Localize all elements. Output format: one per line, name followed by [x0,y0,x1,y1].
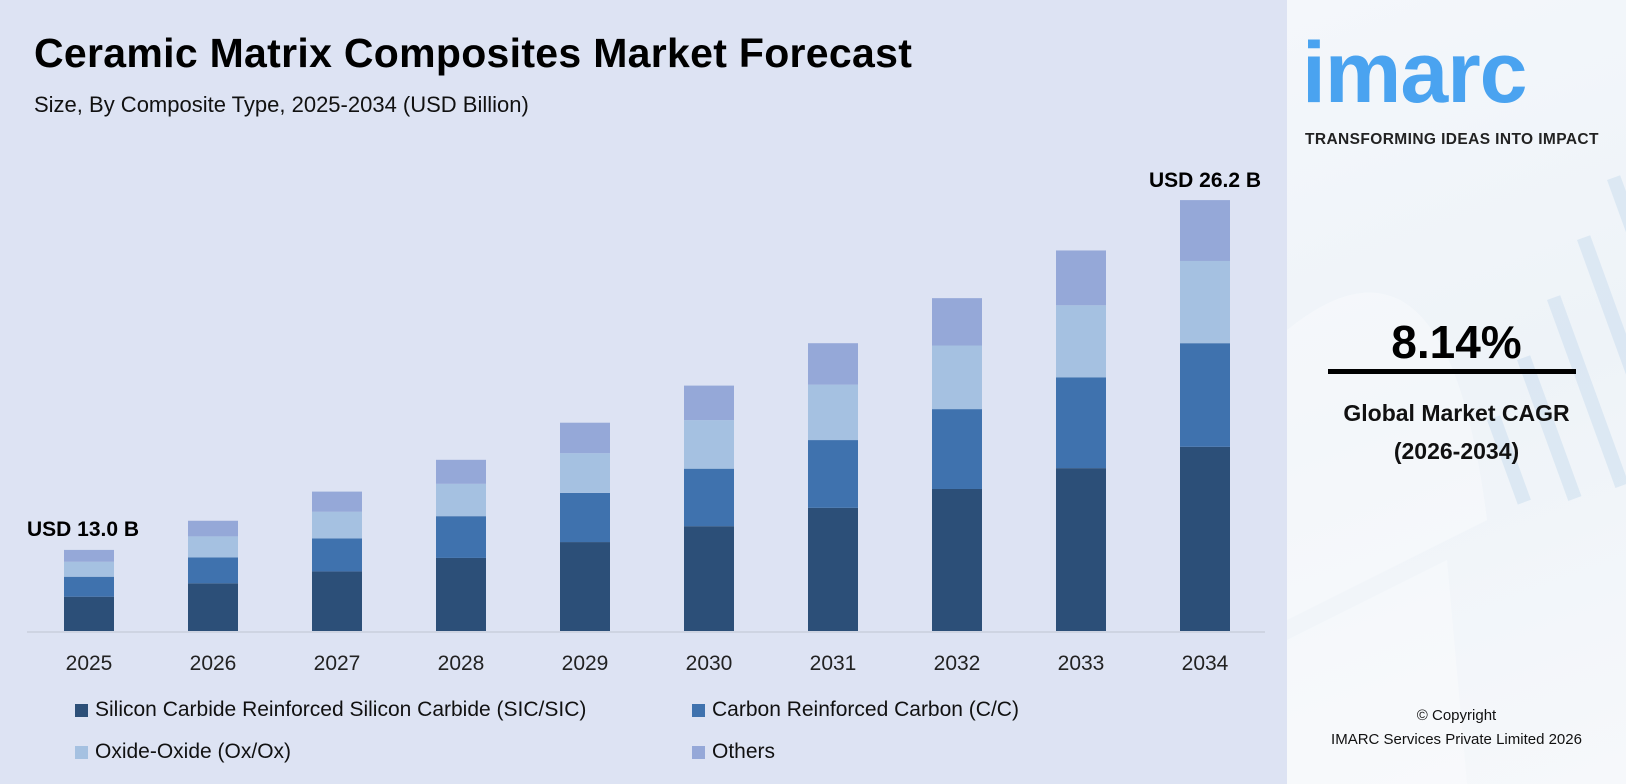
bar-segment-2033-2 [1056,305,1106,378]
bar-segment-2034-3 [1180,200,1230,261]
bar-segment-2025-2 [64,561,114,577]
bar-segment-2034-0 [1180,446,1230,631]
bar-segment-2030-2 [684,420,734,469]
stacked-bar-chart: 2025 2026 2027 2028 2029 2030 2031 2032 2033 2034… [27,169,1265,675]
bar-segment-2029-2 [560,453,610,493]
bar-segment-2025-1 [64,576,114,597]
bar-segment-2032-2 [932,345,982,410]
cagr-label-block: Global Market CAGR (2026-2034) [1287,394,1626,470]
legend-swatch [75,745,88,759]
cagr-value: 8.14% [1391,316,1522,368]
x-tick-label: 2028 [438,652,485,675]
legend-label: Oxide-Oxide (Ox/Ox) [95,740,292,763]
bar-segment-2031-1 [808,440,858,508]
bar-segment-2033-0 [1056,468,1106,631]
logo-tagline: TRANSFORMING IDEAS INTO IMPACT [1305,131,1599,148]
bar-segment-2031-0 [808,507,858,631]
bar-segment-2027-3 [312,491,362,512]
bar-segment-2030-0 [684,526,734,631]
bar-segment-2027-1 [312,538,362,572]
bar-segment-2028-0 [436,557,486,631]
bar-segment-2028-1 [436,516,486,558]
chart-title: Ceramic Matrix Composites Market Forecas… [34,30,913,76]
legend-label: Silicon Carbide Reinforced Silicon Carbi… [95,698,587,721]
x-tick-label: 2026 [190,652,237,675]
imarc-logo: imarc [1302,25,1527,121]
legend-item-cc: Carbon Reinforced Carbon (C/C) [692,698,1019,722]
legend-swatch [692,745,705,759]
bar-segment-2027-2 [312,511,362,539]
legend-label: Carbon Reinforced Carbon (C/C) [712,698,1019,721]
bar-segment-2031-3 [808,343,858,385]
bar-segment-2032-0 [932,488,982,631]
x-tick-label: 2025 [66,652,113,675]
x-tick-label: 2033 [1058,652,1105,675]
bar-segment-2032-1 [932,409,982,489]
annotation-last-total: USD 26.2 B [1149,169,1261,192]
bar-segment-2030-1 [684,468,734,527]
bar-segment-2026-0 [188,583,238,631]
annotation-first-total: USD 13.0 B [27,518,139,541]
bar-segment-2026-1 [188,557,238,584]
legend-swatch [692,703,705,717]
cagr-label: Global Market CAGR [1343,400,1570,426]
bar-segment-2026-3 [188,520,238,537]
bar-segment-2033-3 [1056,250,1106,306]
x-tick-label: 2029 [562,652,609,675]
bar-segment-2033-1 [1056,377,1106,469]
legend-item-oxox: Oxide-Oxide (Ox/Ox) [75,740,291,764]
chart-subtitle: Size, By Composite Type, 2025-2034 (USD … [34,92,529,117]
cagr-period: (2026-2034) [1393,438,1520,464]
chart-panel: Ceramic Matrix Composites Market Forecas… [0,0,1287,784]
legend-label: Others [712,740,776,763]
bar-segment-2028-2 [436,483,486,517]
legend-item-others: Others [692,740,775,764]
legend-swatch [75,703,88,717]
bar-segment-2029-0 [560,542,610,631]
side-panel: imarc TRANSFORMING IDEAS INTO IMPACT 8.1… [1287,0,1626,784]
bar-segment-2029-1 [560,492,610,543]
bar-segment-2034-1 [1180,343,1230,447]
bar-segment-2032-3 [932,298,982,346]
bar-segment-2031-2 [808,384,858,441]
bar-segment-2028-3 [436,459,486,484]
x-tick-label: 2030 [686,652,733,675]
bar-segment-2030-3 [684,385,734,421]
bar-segment-2027-0 [312,571,362,631]
legend-item-sic: Silicon Carbide Reinforced Silicon Carbi… [75,698,586,722]
copyright-line: © Copyright [1416,707,1497,724]
bar-segment-2029-3 [560,422,610,454]
bar-segment-2025-0 [64,596,114,631]
x-tick-label: 2027 [314,652,361,675]
cagr-divider [1328,369,1576,374]
x-tick-label: 2031 [810,652,857,675]
copyright-block: © Copyright IMARC Services Private Limit… [1287,704,1626,752]
bar-segment-2034-2 [1180,260,1230,344]
x-tick-label: 2034 [1182,652,1229,675]
copyright-owner: IMARC Services Private Limited 2026 [1331,731,1582,748]
bar-segment-2026-2 [188,536,238,558]
background-chart-decoration [1287,175,1626,784]
x-tick-label: 2032 [934,652,981,675]
bar-segment-2025-3 [64,549,114,562]
